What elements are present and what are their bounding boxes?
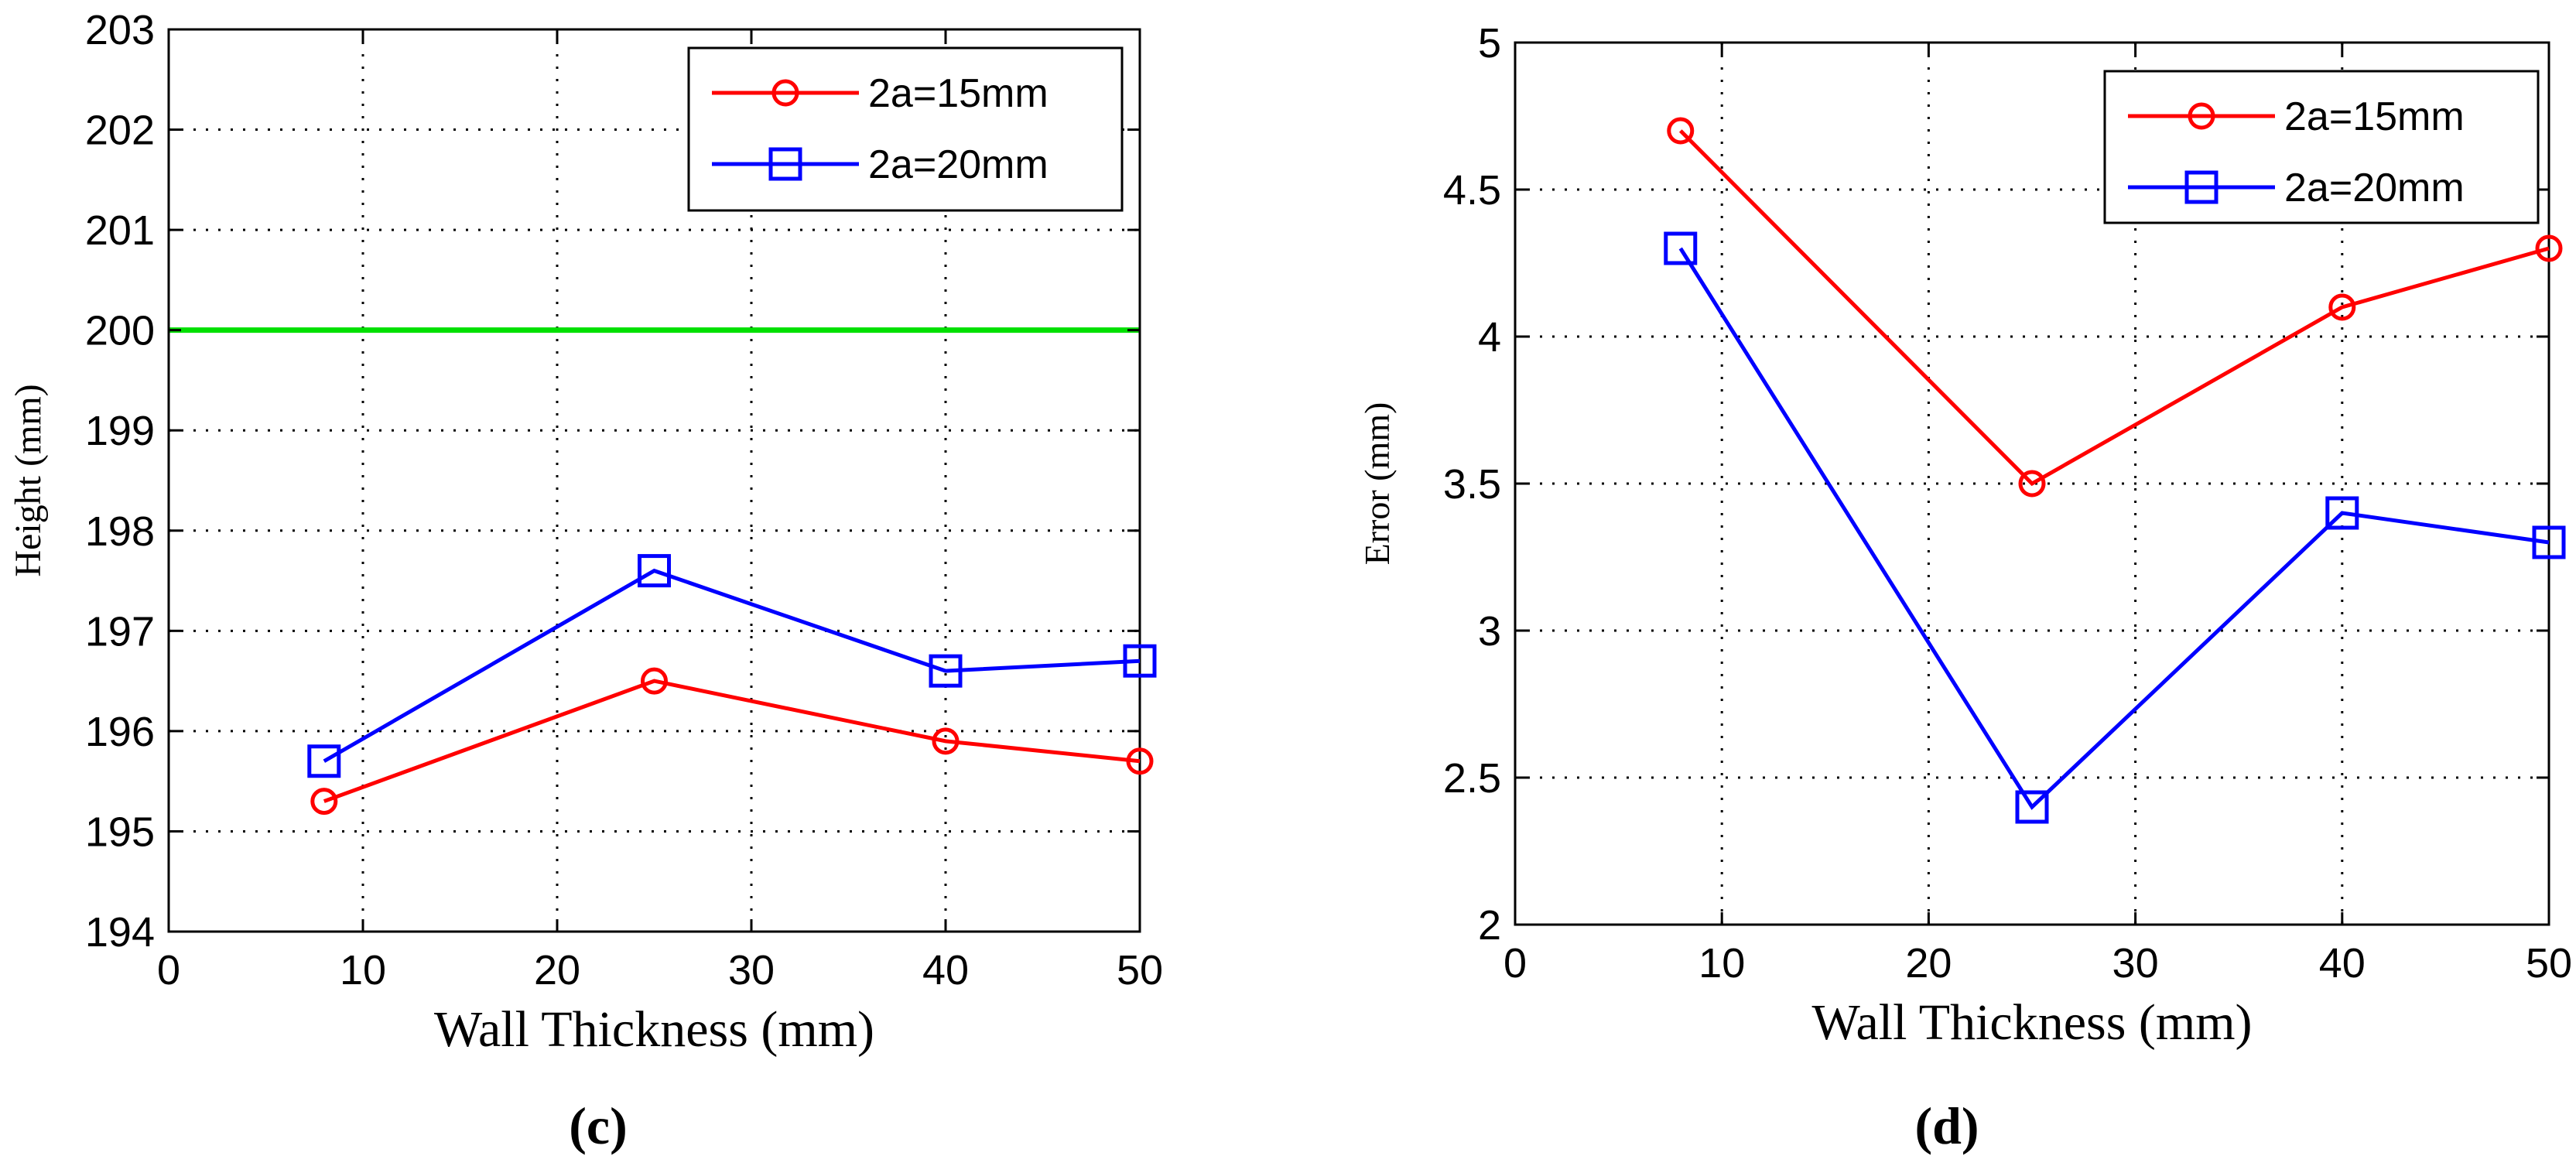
y-tick-label: 3 [1478,608,1501,655]
legend-entry-label: 2a=15mm [868,71,1049,116]
legend-entry-label: 2a=20mm [2284,166,2465,210]
x-tick-label: 30 [2112,940,2159,987]
x-axis-label: Wall Thickness (mm) [1811,994,2252,1051]
legend-box [687,46,1124,212]
y-tick-label: 199 [85,408,155,454]
legend-marker-square [2184,170,2219,204]
data-point-marker-circle [1667,117,1695,145]
y-tick-label: 5 [1478,20,1501,67]
y-tick-label: 203 [85,7,155,53]
data-point-marker-square [2015,790,2049,824]
legend-marker-circle [771,79,799,107]
data-point-marker-square [307,744,341,778]
data-point-marker-circle [2018,470,2046,498]
series-line-2a=20mm [323,568,1141,763]
x-tick-label: 20 [534,947,580,993]
y-tick-label: 194 [85,909,155,956]
panel-label: (c) [569,1096,627,1155]
x-tick-label: 50 [2526,940,2572,987]
y-tick-label: 2.5 [1443,755,1501,802]
x-tick-label: 20 [1905,940,1952,987]
legend-marker-square [768,147,802,181]
legend-marker-circle [2188,102,2215,130]
y-tick-label: 198 [85,508,155,555]
legend-entry-label: 2a=15mm [2284,94,2465,139]
x-tick-label: 50 [1117,947,1163,993]
x-axis-label: Wall Thickness (mm) [434,1001,874,1058]
series-line-2a=15mm [1678,129,2550,487]
y-tick-label: 2 [1478,902,1501,949]
chart-panel-c: 0 10 20 30 40 50 194 195 196 197 198 199 200 201 202 20… [8,7,1163,1155]
y-tick-label: 201 [85,207,155,254]
y-tick-label: 195 [85,809,155,855]
legend-box [2103,70,2540,224]
y-axis-label: Height (mm) [8,384,49,576]
series-line-2a=15mm [323,679,1141,803]
data-point-marker-circle [2328,293,2356,321]
data-point-marker-circle [641,667,668,695]
y-tick-label: 4.5 [1443,167,1501,214]
data-point-marker-circle [310,788,338,816]
x-tick-label: 0 [157,947,180,993]
y-tick-label: 197 [85,608,155,655]
y-tick-label: 4 [1478,314,1501,361]
legend-entry-label: 2a=20mm [868,142,1049,187]
data-point-marker-square [638,554,671,588]
y-tick-label: 196 [85,709,155,755]
data-point-marker-circle [1126,747,1154,775]
data-point-marker-circle [2535,234,2563,262]
data-point-marker-square [2532,525,2566,559]
chart-panel-d: 0 10 20 30 40 50 2 2.5 3 3.5 4 4.5 5 Wall Thickness (… [1357,20,2572,1155]
series-line-2a=20mm [1678,247,2550,810]
y-tick-label: 202 [85,108,155,154]
data-point-marker-circle [932,727,960,755]
y-tick-label: 3.5 [1443,461,1501,508]
y-axis-label: Error (mm) [1357,402,1397,566]
x-tick-label: 30 [728,947,775,993]
y-tick-label: 200 [85,308,155,354]
data-point-marker-square [1664,231,1698,265]
panel-label: (d) [1914,1096,1979,1155]
plot-area-frame [167,28,1141,933]
data-point-marker-square [929,654,963,688]
data-point-marker-square [1123,644,1157,678]
x-tick-label: 10 [340,947,386,993]
x-tick-label: 0 [1504,940,1527,987]
x-tick-label: 10 [1699,940,1745,987]
x-tick-label: 40 [2319,940,2366,987]
data-point-marker-square [2325,496,2359,530]
x-tick-label: 40 [922,947,969,993]
